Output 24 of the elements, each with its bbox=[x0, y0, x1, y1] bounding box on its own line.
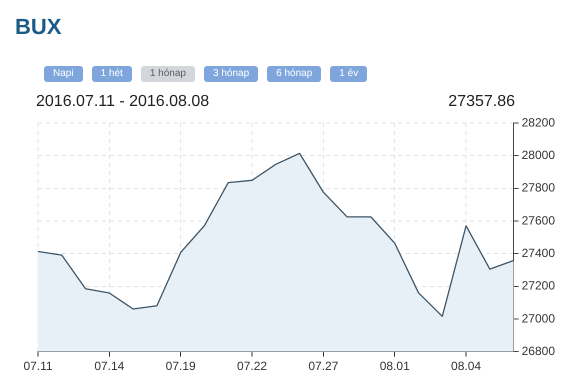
text: 1 év bbox=[330, 66, 368, 82]
x-tick-label: 07.22 bbox=[237, 359, 268, 374]
y-tick-label: 27000 bbox=[522, 311, 556, 326]
y-tick-label: 27400 bbox=[522, 246, 556, 260]
x-tick-label: 07.27 bbox=[308, 359, 339, 374]
y-tick-label: 27200 bbox=[522, 278, 556, 293]
y-tick-label: 27800 bbox=[522, 180, 556, 195]
text: Napi bbox=[44, 66, 83, 82]
chart-subtitle: 2016.07.11 - 2016.08.08 bbox=[36, 93, 210, 111]
x-tick-label: 07.14 bbox=[94, 359, 125, 374]
y-tick-label: 26800 bbox=[522, 344, 556, 358]
y-tick-label: 27600 bbox=[522, 213, 556, 228]
x-tick-label: 07.11 bbox=[23, 359, 53, 374]
x-tick-label: 07.19 bbox=[166, 359, 196, 374]
text: 6 hónap bbox=[267, 66, 322, 82]
x-tick-label: 08.04 bbox=[451, 359, 482, 374]
text: 1 hónap bbox=[140, 66, 195, 82]
y-tick-label: 28200 bbox=[522, 115, 556, 130]
chart-title: BUX bbox=[15, 14, 62, 40]
text: 1 hét bbox=[92, 66, 132, 82]
y-tick-label: 28000 bbox=[522, 148, 556, 162]
text: 27357.86 bbox=[448, 93, 515, 111]
x-tick-label: 08.01 bbox=[380, 359, 410, 374]
text: 3 hónap bbox=[204, 66, 258, 82]
